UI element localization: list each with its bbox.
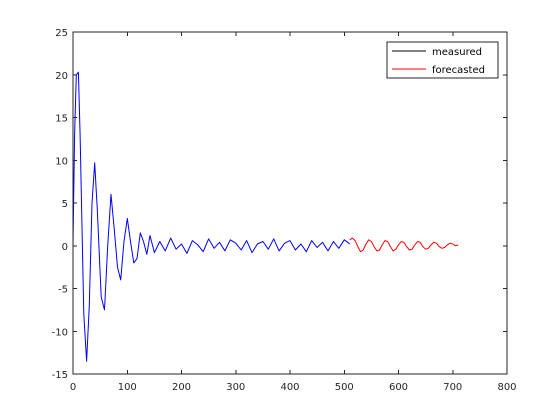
series-layer [72,71,459,362]
x-tick-label: 700 [443,382,462,393]
y-tick-label: 25 [55,28,68,39]
x-tick-label: 400 [280,382,299,393]
x-tick-label: 600 [389,382,408,393]
x-tick-label: 500 [335,382,354,393]
series-line-forecasted [349,237,459,253]
legend-box [386,41,499,79]
legend: measured forecasted [386,41,499,79]
x-axis: 0 100 200 300 400 500 600 700 800 [70,32,517,393]
plot-area [73,32,507,374]
y-tick-label: -15 [52,370,68,381]
y-tick-label: 0 [62,242,68,253]
y-tick-label: 10 [55,156,68,167]
y-tick-label: 5 [62,199,68,210]
y-axis: -15 -10 -5 0 5 10 15 20 25 [52,28,507,381]
y-tick-label: -10 [52,327,68,338]
x-tick-label: 300 [226,382,245,393]
x-tick-label: 200 [172,382,191,393]
x-tick-label: 800 [497,382,516,393]
legend-label-forecasted: forecasted [432,65,485,76]
y-tick-label: 15 [55,114,68,125]
x-tick-label: 100 [118,382,137,393]
series-line-measured [72,71,351,362]
y-tick-label: 20 [55,71,68,82]
x-tick-label: 0 [70,382,76,393]
y-tick-label: -5 [58,285,68,296]
legend-label-measured: measured [432,47,482,58]
